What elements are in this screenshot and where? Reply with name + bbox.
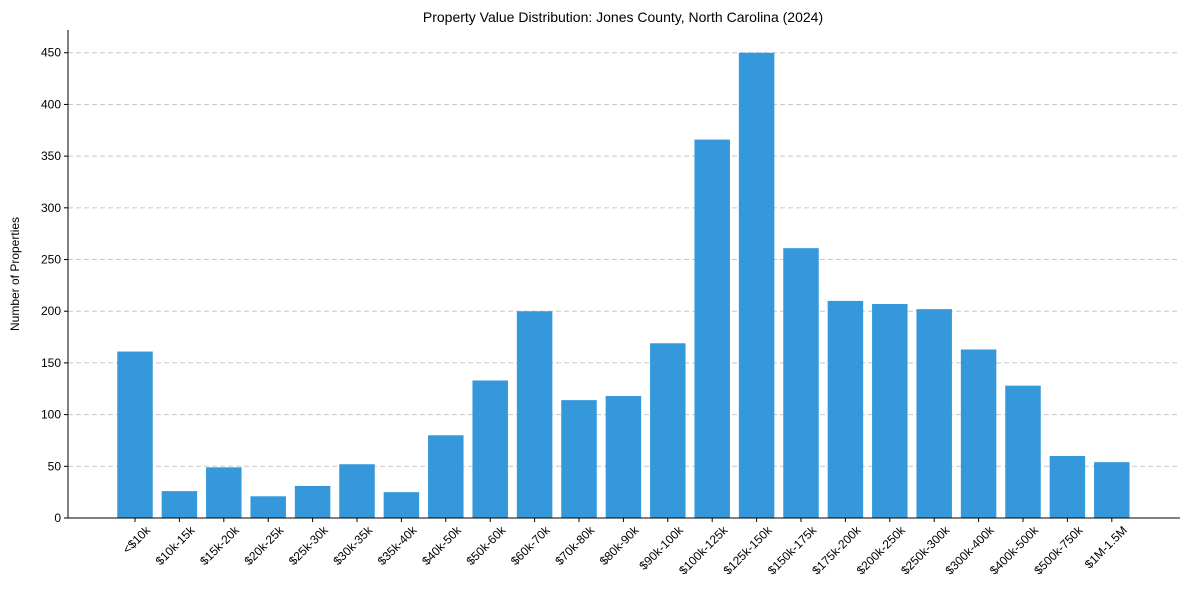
y-tick-label: 450 — [41, 46, 61, 60]
bar — [1049, 455, 1086, 518]
bar — [872, 303, 908, 518]
bar — [206, 467, 242, 518]
y-tick-label: 50 — [48, 459, 62, 473]
x-tick-label: $70k-80k — [552, 523, 598, 569]
bar — [516, 311, 553, 518]
x-tick-label: $15k-20k — [197, 523, 243, 569]
x-tick-label: $35k-40k — [375, 523, 421, 569]
x-tick-label: $500k-750k — [1031, 523, 1086, 578]
bar — [650, 343, 686, 518]
y-tick-label: 100 — [41, 408, 61, 422]
y-tick-label: 250 — [41, 253, 61, 267]
bar — [294, 485, 331, 518]
bar — [694, 139, 730, 519]
bars — [117, 52, 1130, 519]
bar — [250, 496, 286, 518]
x-tick-label: $25k-30k — [286, 523, 332, 569]
x-tick-label: $30k-35k — [330, 523, 376, 569]
bar — [1094, 462, 1130, 518]
bar — [117, 351, 153, 518]
chart-title: Property Value Distribution: Jones Count… — [423, 9, 823, 25]
bar — [339, 464, 375, 518]
bar — [561, 400, 597, 518]
bar — [472, 380, 508, 518]
x-tick-label: $20k-25k — [242, 523, 288, 569]
bar — [738, 52, 775, 519]
y-tick-label: 150 — [41, 356, 61, 370]
x-tick-label: <$10k — [120, 523, 154, 557]
bar — [1005, 385, 1041, 518]
bar — [916, 309, 952, 518]
y-tick-label: 300 — [41, 201, 61, 215]
axes — [67, 30, 1180, 519]
y-tick-label: 350 — [41, 149, 61, 163]
x-tick-label: $60k-70k — [508, 523, 554, 569]
y-tick-label: 200 — [41, 304, 61, 318]
y-ticks: 0 50 100 150 200 250 300 350 400 450 — [41, 46, 68, 525]
x-tick-label: $10k-15k — [153, 523, 199, 569]
y-tick-label: 400 — [41, 97, 61, 111]
bar — [428, 435, 464, 518]
x-tick-label: $1M-1.5M — [1082, 523, 1130, 571]
x-tick-label: $40k-50k — [419, 523, 465, 569]
x-ticks: <$10k $10k-15k $15k-20k $20k-25k $25k-30k $30… — [120, 518, 1130, 577]
bar — [161, 491, 198, 518]
bar — [605, 396, 642, 518]
bar — [960, 349, 997, 518]
x-tick-label: $50k-60k — [464, 523, 510, 569]
y-axis-label: Number of Properties — [8, 217, 22, 331]
bar — [783, 248, 819, 519]
y-tick-label: 0 — [54, 511, 61, 525]
x-tick-label: $80k-90k — [597, 523, 643, 569]
bar — [383, 492, 420, 518]
bar — [827, 300, 864, 518]
